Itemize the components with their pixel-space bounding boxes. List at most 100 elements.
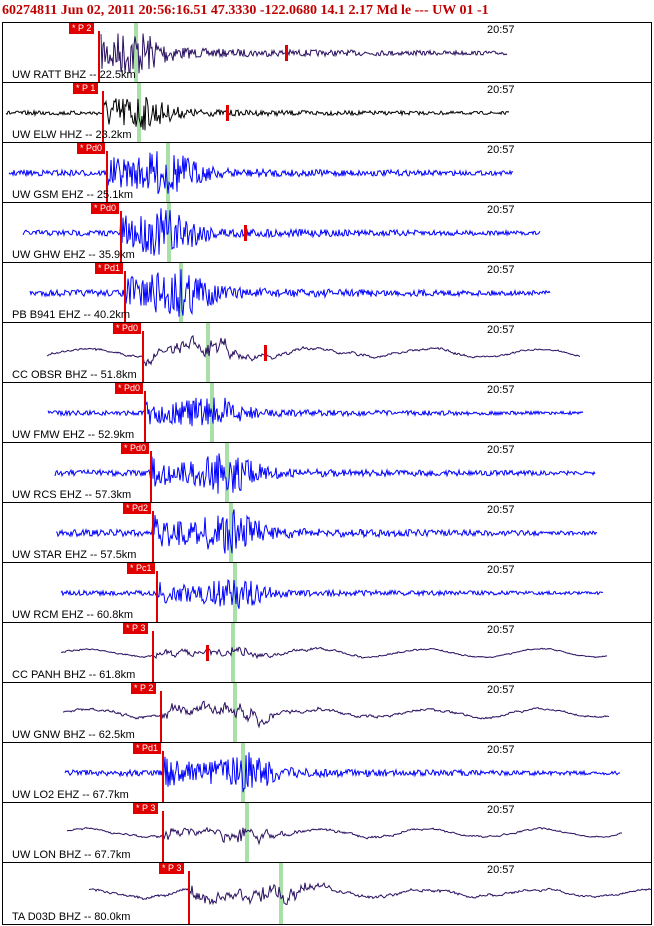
event-header: 60274811 Jun 02, 2011 20:56:16.51 47.333… bbox=[2, 3, 489, 18]
p-pick-flag[interactable]: * Pd1 bbox=[133, 743, 162, 754]
p-pick-flag[interactable]: * P 3 bbox=[159, 863, 185, 874]
p-pick-flag[interactable]: * Pd0 bbox=[121, 443, 150, 454]
station-label: UW RATT BHZ -- 22.5km bbox=[12, 69, 136, 81]
coda-marker bbox=[226, 105, 229, 121]
waveform bbox=[22, 203, 541, 262]
time-label: 20:57 bbox=[487, 204, 515, 216]
p-pick-flag[interactable]: * Pd0 bbox=[113, 323, 142, 334]
s-phase-marker bbox=[167, 203, 171, 262]
station-label: UW GHW EHZ -- 35.9km bbox=[12, 249, 135, 261]
time-label: 20:57 bbox=[487, 864, 515, 876]
time-label: 20:57 bbox=[487, 384, 515, 396]
coda-marker bbox=[285, 45, 288, 61]
s-phase-marker bbox=[245, 803, 249, 862]
time-label: 20:57 bbox=[487, 744, 515, 756]
station-label: UW LON BHZ -- 67.7km bbox=[12, 849, 131, 861]
station-label: UW STAR EHZ -- 57.5km bbox=[12, 549, 137, 561]
seismic-trace bbox=[64, 752, 621, 793]
waveform bbox=[55, 503, 598, 562]
waveform bbox=[47, 383, 584, 442]
station-label: UW RCS EHZ -- 57.3km bbox=[12, 489, 132, 501]
time-label: 20:57 bbox=[487, 84, 515, 96]
p-pick-flag[interactable]: * Pd0 bbox=[91, 203, 120, 214]
station-label: UW GSM EHZ -- 25.1km bbox=[12, 189, 134, 201]
trace-panel[interactable]: * P 3 20:57 UW LON BHZ -- 67.7km bbox=[2, 802, 652, 863]
p-pick-flag[interactable]: * P 2 bbox=[69, 23, 95, 34]
s-phase-marker bbox=[134, 23, 138, 82]
waveform bbox=[8, 143, 513, 202]
waveform bbox=[62, 683, 610, 742]
waveform bbox=[98, 23, 508, 82]
seismic-trace bbox=[88, 882, 651, 906]
p-pick-flag[interactable]: * P 3 bbox=[133, 803, 159, 814]
s-phase-marker bbox=[241, 743, 245, 802]
seismic-trace bbox=[55, 509, 598, 554]
seismic-trace bbox=[8, 151, 513, 194]
waveform bbox=[60, 563, 604, 622]
s-phase-marker bbox=[225, 443, 229, 502]
trace-panel[interactable]: * Pd0 20:57 UW RCS EHZ -- 57.3km bbox=[2, 442, 652, 503]
s-phase-marker bbox=[229, 503, 233, 562]
station-label: PB B941 EHZ -- 40.2km bbox=[12, 309, 130, 321]
station-label: UW ELW HHZ -- 23.2km bbox=[12, 129, 132, 141]
trace-panel[interactable]: * P 2 20:57 UW GNW BHZ -- 62.5km bbox=[2, 682, 652, 743]
waveform bbox=[5, 83, 510, 142]
seismic-trace bbox=[60, 646, 608, 660]
waveform bbox=[64, 743, 621, 802]
waveform bbox=[60, 623, 608, 682]
coda-marker bbox=[244, 225, 247, 241]
seismic-trace bbox=[54, 453, 596, 494]
coda-marker bbox=[264, 345, 267, 361]
time-label: 20:57 bbox=[487, 24, 515, 36]
p-pick-flag[interactable]: * Pc1 bbox=[127, 563, 155, 574]
seismic-trace bbox=[60, 578, 604, 609]
trace-panel[interactable]: * Pd1 20:57 UW LO2 EHZ -- 67.7km bbox=[2, 742, 652, 803]
p-pick-flag[interactable]: * P 2 bbox=[131, 683, 157, 694]
trace-panel[interactable]: * Pc1 20:57 UW RCM EHZ -- 60.8km bbox=[2, 562, 652, 623]
s-phase-marker bbox=[231, 623, 235, 682]
p-pick-flag[interactable]: * Pd0 bbox=[115, 383, 144, 394]
seismic-trace bbox=[100, 33, 508, 74]
trace-panel[interactable]: * Pd1 20:57 PB B941 EHZ -- 40.2km bbox=[2, 262, 652, 323]
station-label: CC PANH BHZ -- 61.8km bbox=[12, 669, 136, 681]
seismic-trace bbox=[46, 335, 581, 367]
trace-panel[interactable]: * P 3 20:57 TA D03D BHZ -- 80.0km bbox=[2, 862, 652, 925]
seismic-trace bbox=[66, 826, 623, 846]
waveform bbox=[88, 863, 651, 924]
seismic-trace bbox=[29, 269, 551, 317]
p-pick-flag[interactable]: * Pd1 bbox=[95, 263, 124, 274]
coda-marker bbox=[206, 645, 209, 661]
waveform bbox=[46, 323, 581, 382]
station-label: UW GNW BHZ -- 62.5km bbox=[12, 729, 135, 741]
trace-panel[interactable]: * Pd0 20:57 UW GHW EHZ -- 35.9km bbox=[2, 202, 652, 263]
trace-panel[interactable]: * Pd0 20:57 UW FMW EHZ -- 52.9km bbox=[2, 382, 652, 443]
time-label: 20:57 bbox=[487, 624, 515, 636]
s-phase-marker bbox=[206, 323, 210, 382]
s-phase-marker bbox=[233, 683, 237, 742]
station-label: UW LO2 EHZ -- 67.7km bbox=[12, 789, 129, 801]
waveform bbox=[66, 803, 623, 862]
trace-panel[interactable]: * P 3 20:57 CC PANH BHZ -- 61.8km bbox=[2, 622, 652, 683]
station-label: UW RCM EHZ -- 60.8km bbox=[12, 609, 133, 621]
time-label: 20:57 bbox=[487, 504, 515, 516]
time-label: 20:57 bbox=[487, 444, 515, 456]
p-pick-flag[interactable]: * Pd2 bbox=[123, 503, 152, 514]
s-phase-marker bbox=[179, 263, 183, 322]
p-pick-flag[interactable]: * P 3 bbox=[123, 623, 149, 634]
trace-panel[interactable]: * Pd0 20:57 CC OBSR BHZ -- 51.8km bbox=[2, 322, 652, 383]
trace-panel[interactable]: * Pd2 20:57 UW STAR EHZ -- 57.5km bbox=[2, 502, 652, 563]
seismic-trace bbox=[62, 700, 610, 729]
time-label: 20:57 bbox=[487, 144, 515, 156]
trace-panel[interactable]: * P 1 20:57 UW ELW HHZ -- 23.2km bbox=[2, 82, 652, 143]
p-pick-flag[interactable]: * Pd0 bbox=[77, 143, 106, 154]
seismic-trace bbox=[47, 397, 584, 427]
time-label: 20:57 bbox=[487, 804, 515, 816]
time-label: 20:57 bbox=[487, 564, 515, 576]
p-pick-flag[interactable]: * P 1 bbox=[73, 83, 99, 94]
station-label: TA D03D BHZ -- 80.0km bbox=[12, 911, 131, 923]
trace-panel[interactable]: * Pd0 20:57 UW GSM EHZ -- 25.1km bbox=[2, 142, 652, 203]
time-label: 20:57 bbox=[487, 684, 515, 696]
time-label: 20:57 bbox=[487, 324, 515, 336]
trace-panel[interactable]: * P 2 20:57 UW RATT BHZ -- 22.5km bbox=[2, 22, 652, 83]
s-phase-marker bbox=[279, 863, 283, 924]
